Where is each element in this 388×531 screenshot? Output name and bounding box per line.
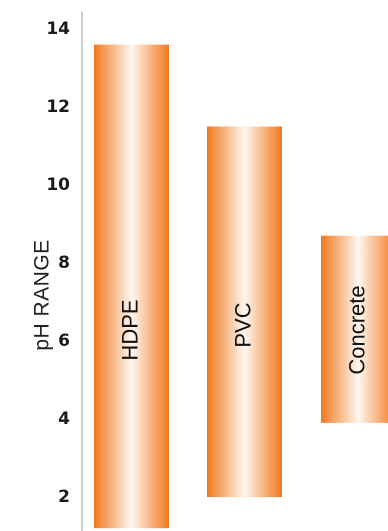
bar-hdpe [94, 44, 169, 529]
bar-label-hdpe: HDPE [117, 299, 142, 360]
y-tick-label: 4 [58, 409, 70, 429]
y-tick-label: 14 [46, 19, 70, 39]
bars-group: HDPE PVC Concrete [94, 44, 388, 529]
y-axis-title: pH RANGE [31, 239, 54, 350]
y-tick-label: 6 [58, 331, 70, 351]
y-tick-label: 10 [46, 175, 70, 195]
bar-label-concrete: Concrete [344, 285, 369, 374]
y-tick-label: 12 [46, 97, 70, 117]
bar-pvc [207, 126, 282, 497]
y-tick-label: 2 [58, 487, 70, 507]
y-tick-label: 8 [58, 253, 70, 273]
y-axis-ticks: 2 4 6 8 10 12 14 [46, 19, 70, 507]
bar-concrete [321, 235, 388, 423]
bar-label-pvc: PVC [230, 302, 255, 347]
